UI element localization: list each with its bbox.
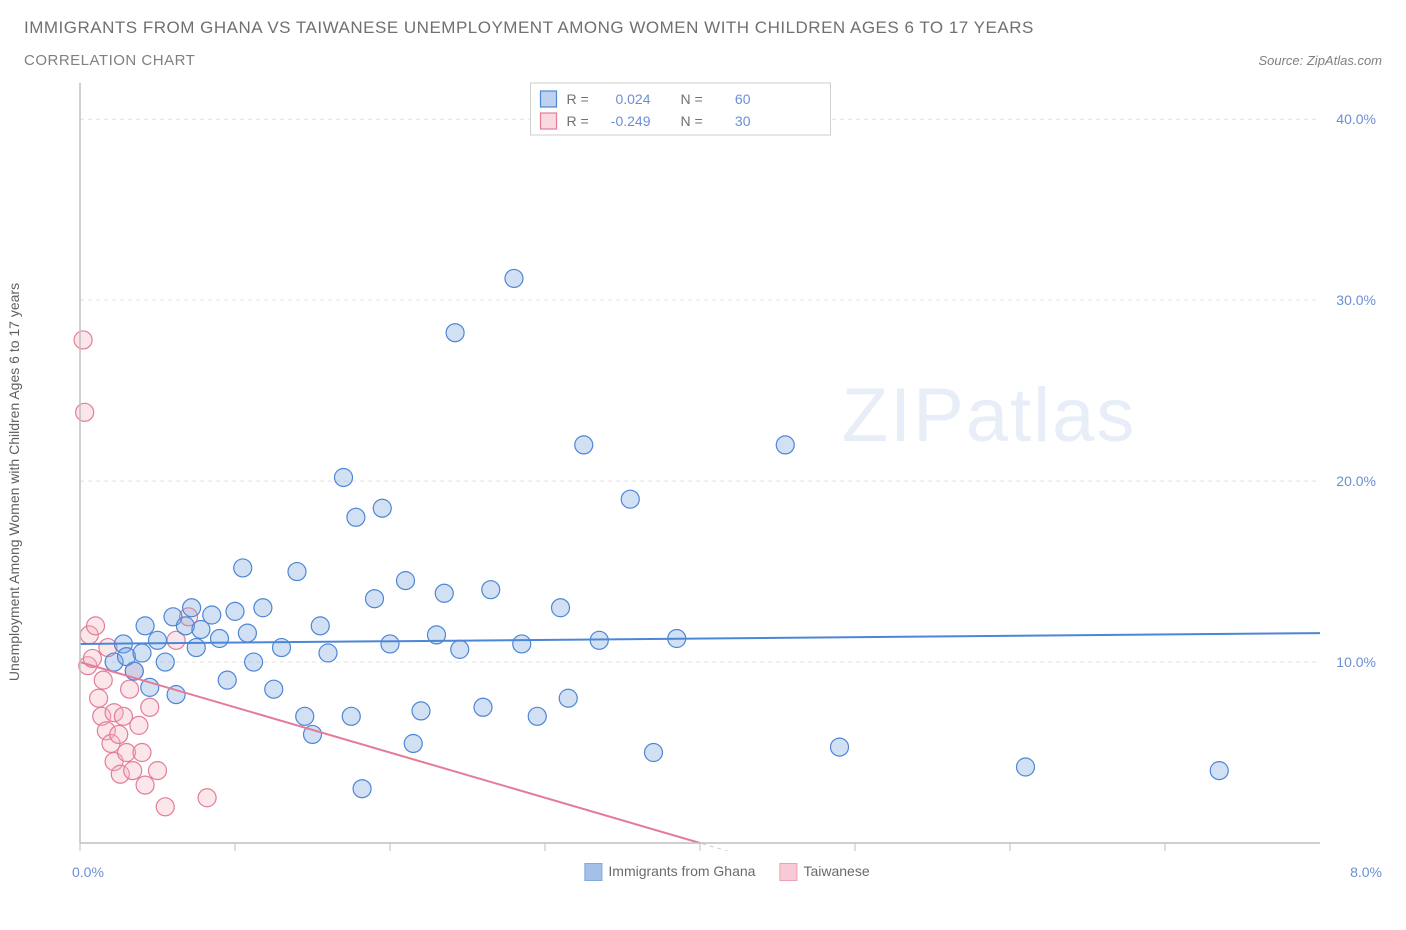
data-point xyxy=(474,698,492,716)
data-point xyxy=(482,581,500,599)
y-tick-label: 30.0% xyxy=(1336,292,1376,308)
legend-swatch xyxy=(779,863,797,881)
data-point xyxy=(149,631,167,649)
data-point xyxy=(130,716,148,734)
x-max-label: 8.0% xyxy=(1350,864,1382,880)
data-point xyxy=(203,606,221,624)
data-point xyxy=(218,671,236,689)
y-axis-label: Unemployment Among Women with Children A… xyxy=(6,283,22,681)
data-point xyxy=(198,789,216,807)
legend-swatch xyxy=(541,113,557,129)
data-point xyxy=(319,644,337,662)
data-point xyxy=(381,635,399,653)
data-point xyxy=(90,689,108,707)
y-tick-label: 20.0% xyxy=(1336,473,1376,489)
scatter-chart: 10.0% 20.0% 30.0% 40.0% ZIPatlas R = 0.024 N = 6… xyxy=(72,77,1382,851)
legend-series-label: Taiwanese xyxy=(803,863,869,879)
data-point xyxy=(74,331,92,349)
data-point xyxy=(575,436,593,454)
legend-n-value: 60 xyxy=(735,91,751,107)
data-point xyxy=(513,635,531,653)
legend-r-label: R = xyxy=(567,113,589,129)
legend-n-label: N = xyxy=(681,91,703,107)
data-point xyxy=(87,617,105,635)
data-point xyxy=(136,776,154,794)
data-point xyxy=(645,744,663,762)
bottom-legend-item: Immigrants from Ghana xyxy=(584,863,755,881)
bottom-legend-item: Taiwanese xyxy=(779,863,869,881)
y-tick-label: 40.0% xyxy=(1336,111,1376,127)
data-point xyxy=(156,653,174,671)
data-point xyxy=(347,508,365,526)
page-title: IMMIGRANTS FROM GHANA VS TAIWANESE UNEMP… xyxy=(24,18,1382,38)
data-point xyxy=(94,671,112,689)
data-point xyxy=(245,653,263,671)
data-point xyxy=(265,680,283,698)
data-point xyxy=(397,572,415,590)
data-point xyxy=(288,563,306,581)
legend-r-label: R = xyxy=(567,91,589,107)
data-point xyxy=(552,599,570,617)
data-point xyxy=(234,559,252,577)
data-point xyxy=(446,324,464,342)
data-point xyxy=(1210,762,1228,780)
data-point xyxy=(296,707,314,725)
data-point xyxy=(335,468,353,486)
bottom-legend: Immigrants from Ghana Taiwanese xyxy=(584,863,869,881)
data-point xyxy=(156,798,174,816)
data-point xyxy=(124,762,142,780)
trend-line xyxy=(80,662,700,843)
data-point xyxy=(776,436,794,454)
data-point xyxy=(621,490,639,508)
trend-line xyxy=(80,633,1320,644)
legend-swatch xyxy=(541,91,557,107)
data-point xyxy=(373,499,391,517)
legend-swatch xyxy=(584,863,602,881)
data-point xyxy=(366,590,384,608)
legend-r-value: 0.024 xyxy=(615,91,650,107)
data-point xyxy=(133,744,151,762)
data-point xyxy=(353,780,371,798)
data-point xyxy=(311,617,329,635)
data-point xyxy=(505,269,523,287)
data-point xyxy=(149,762,167,780)
data-point xyxy=(226,602,244,620)
data-point xyxy=(559,689,577,707)
data-point xyxy=(342,707,360,725)
data-point xyxy=(187,639,205,657)
data-point xyxy=(76,403,94,421)
legend-n-value: 30 xyxy=(735,113,751,129)
data-point xyxy=(435,584,453,602)
data-point xyxy=(412,702,430,720)
x-min-label: 0.0% xyxy=(72,864,104,880)
data-point xyxy=(528,707,546,725)
data-point xyxy=(1017,758,1035,776)
data-point xyxy=(238,624,256,642)
data-point xyxy=(133,644,151,662)
data-point xyxy=(114,707,132,725)
data-point xyxy=(451,640,469,658)
y-tick-label: 10.0% xyxy=(1336,654,1376,670)
data-point xyxy=(141,698,159,716)
data-point xyxy=(121,680,139,698)
legend-r-value: -0.249 xyxy=(611,113,651,129)
plot-area: 10.0% 20.0% 30.0% 40.0% ZIPatlas R = 0.024 N = 6… xyxy=(72,77,1382,851)
chart-subtitle: CORRELATION CHART xyxy=(24,52,195,69)
data-point xyxy=(110,725,128,743)
watermark: ZIPatlas xyxy=(842,373,1137,458)
data-point xyxy=(136,617,154,635)
data-point xyxy=(183,599,201,617)
data-point xyxy=(831,738,849,756)
legend-series-label: Immigrants from Ghana xyxy=(608,863,755,879)
source-label: Source: ZipAtlas.com xyxy=(1258,53,1382,68)
legend-n-label: N = xyxy=(681,113,703,129)
data-point xyxy=(254,599,272,617)
data-point xyxy=(211,630,229,648)
data-point xyxy=(404,734,422,752)
